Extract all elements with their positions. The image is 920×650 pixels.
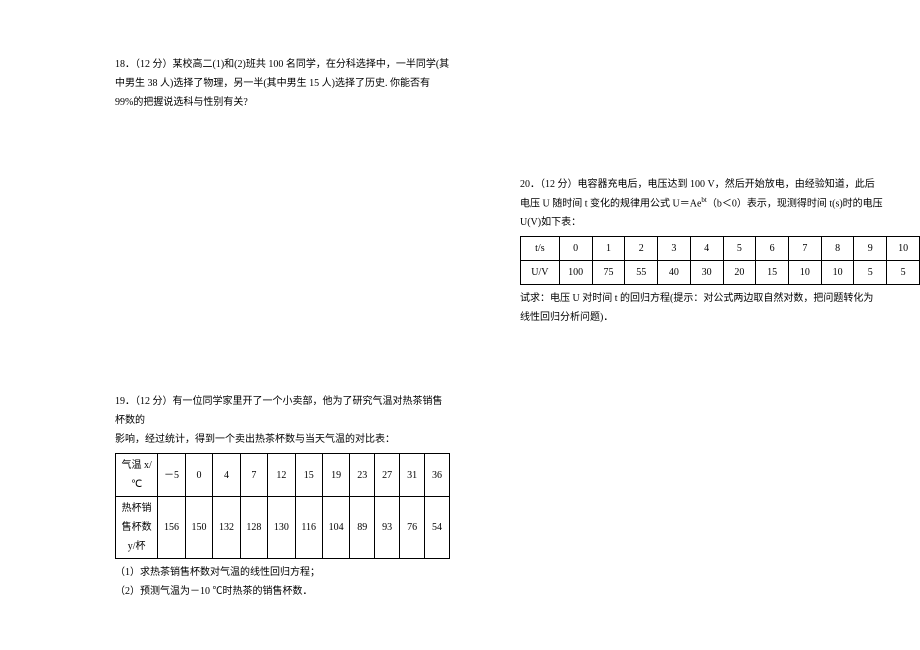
cell: 128 [240, 497, 267, 559]
question-20: 20．（12 分）电容器充电后，电压达到 100 V，然后开始放电，由经验知道，… [520, 175, 920, 327]
cell: 89 [350, 497, 375, 559]
cell: 4 [690, 237, 723, 261]
cell: 40 [658, 261, 691, 285]
cell: 9 [854, 237, 887, 261]
cell: 20 [723, 261, 756, 285]
cell: －5 [158, 454, 185, 497]
cell: 10 [821, 261, 854, 285]
cell: 100 [559, 261, 592, 285]
question-18: 18．（12 分）某校高二(1)和(2)班共 100 名同学，在分科选择中，一半… [115, 55, 450, 112]
q19-sub2: （2）预测气温为－10 ℃时热茶的销售杯数． [115, 582, 450, 601]
q20-intro-3: U(V)如下表： [520, 213, 920, 232]
cell: 7 [240, 454, 267, 497]
q20-table: t/s 0 1 2 3 4 5 6 7 8 9 10 U/V 100 75 55… [520, 236, 920, 285]
cell: 156 [158, 497, 185, 559]
q20-intro-2a: 电压 U 随时间 t 变化的规律用公式 U＝Ae [520, 198, 701, 209]
table-row: 热杯销售杯数 y/杯 156 150 132 128 130 116 104 8… [116, 497, 450, 559]
q19-row1-label: 气温 x/℃ [116, 454, 158, 497]
cell: 27 [375, 454, 400, 497]
cell: 5 [723, 237, 756, 261]
q20-row1-label: t/s [521, 237, 560, 261]
cell: 10 [887, 237, 920, 261]
cell: 75 [592, 261, 625, 285]
cell: 2 [625, 237, 658, 261]
table-row: 气温 x/℃ －5 0 4 7 12 15 19 23 27 31 36 [116, 454, 450, 497]
cell: 15 [295, 454, 322, 497]
cell: 0 [559, 237, 592, 261]
q19-intro-1: 19．（12 分）有一位同学家里开了一个小卖部，他为了研究气温对热茶销售杯数的 [115, 392, 450, 430]
q20-intro-1: 20．（12 分）电容器充电后，电压达到 100 V，然后开始放电，由经验知道，… [520, 175, 920, 194]
cell: 0 [185, 454, 212, 497]
q19-table: 气温 x/℃ －5 0 4 7 12 15 19 23 27 31 36 热杯销… [115, 453, 450, 559]
cell: 116 [295, 497, 322, 559]
cell: 3 [658, 237, 691, 261]
cell: 10 [789, 261, 822, 285]
cell: 54 [425, 497, 450, 559]
cell: 93 [375, 497, 400, 559]
cell: 7 [789, 237, 822, 261]
cell: 31 [400, 454, 425, 497]
q19-intro-2: 影响，经过统计，得到一个卖出热茶杯数与当天气温的对比表： [115, 430, 450, 449]
q18-text: 18．（12 分）某校高二(1)和(2)班共 100 名同学，在分科选择中，一半… [115, 59, 449, 108]
question-19: 19．（12 分）有一位同学家里开了一个小卖部，他为了研究气温对热茶销售杯数的 … [115, 392, 450, 601]
q20-tail-2: 线性回归分析问题)． [520, 308, 920, 327]
cell: 150 [185, 497, 212, 559]
cell: 5 [854, 261, 887, 285]
table-row: t/s 0 1 2 3 4 5 6 7 8 9 10 [521, 237, 920, 261]
cell: 12 [268, 454, 295, 497]
cell: 36 [425, 454, 450, 497]
q19-row2-label: 热杯销售杯数 y/杯 [116, 497, 158, 559]
cell: 23 [350, 454, 375, 497]
q20-row2-label: U/V [521, 261, 560, 285]
cell: 1 [592, 237, 625, 261]
q20-tail-1: 试求：电压 U 对时间 t 的回归方程(提示：对公式两边取自然对数，把问题转化为 [520, 289, 920, 308]
q20-intro-2: 电压 U 随时间 t 变化的规律用公式 U＝Aebt（b＜0）表示，现测得时间 … [520, 194, 920, 213]
cell: 30 [690, 261, 723, 285]
cell: 130 [268, 497, 295, 559]
cell: 6 [756, 237, 789, 261]
q19-sub1: （1）求热茶销售杯数对气温的线性回归方程； [115, 563, 450, 582]
cell: 15 [756, 261, 789, 285]
cell: 132 [213, 497, 240, 559]
cell: 55 [625, 261, 658, 285]
table-row: U/V 100 75 55 40 30 20 15 10 10 5 5 [521, 261, 920, 285]
q20-intro-2b: （b＜0）表示，现测得时间 t(s)时的电压 [707, 198, 883, 209]
cell: 104 [322, 497, 349, 559]
cell: 76 [400, 497, 425, 559]
cell: 5 [887, 261, 920, 285]
cell: 19 [322, 454, 349, 497]
cell: 8 [821, 237, 854, 261]
cell: 4 [213, 454, 240, 497]
